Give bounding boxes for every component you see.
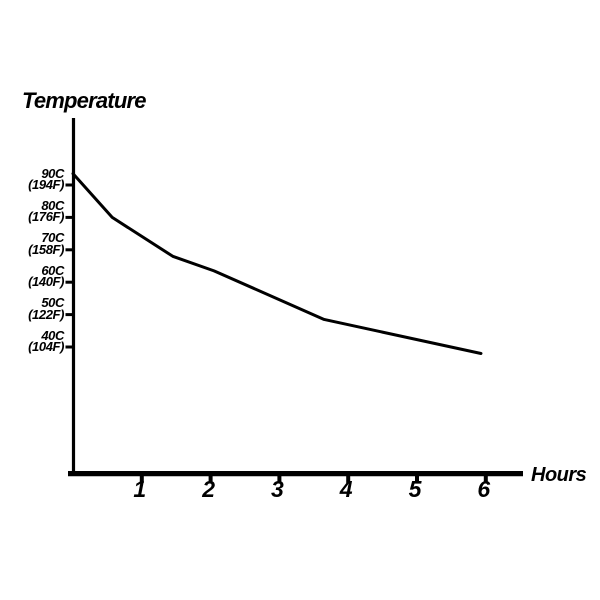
x-axis-title: Hours — [531, 464, 587, 486]
y-tick-label: 70C (158F) — [28, 230, 64, 257]
x-tick-label: 4 — [339, 476, 353, 502]
y-tick-label-celsius: 60C — [41, 262, 64, 278]
y-axis-title: Temperature — [22, 88, 146, 113]
y-tick-label-fahrenheit: (104F) — [28, 339, 64, 354]
y-tick-label-celsius: 90C — [41, 165, 64, 181]
y-tick-label: 40C (104F) — [28, 327, 64, 354]
y-tick-label-celsius: 80C — [41, 197, 64, 213]
x-tick-label: 5 — [408, 476, 422, 502]
y-tick-label-celsius: 50C — [41, 295, 64, 311]
y-tick-label-celsius: 70C — [41, 230, 64, 246]
y-tick-label: 60C (140F) — [28, 262, 64, 290]
x-tick-label: 2 — [202, 476, 215, 502]
y-tick-label-fahrenheit: (176F) — [28, 209, 64, 225]
y-tick-label-celsius: 40C — [41, 327, 64, 343]
x-tick-label: 6 — [477, 476, 491, 502]
cooling-curve-line — [71, 172, 483, 355]
y-tick-label-fahrenheit: (140F) — [28, 274, 64, 290]
y-tick-label-fahrenheit: (158F) — [28, 241, 64, 257]
y-tick-label: 50C (122F) — [28, 295, 64, 322]
y-tick-label-fahrenheit: (122F) — [28, 306, 64, 322]
y-tick-label: 90C (194F) — [28, 165, 64, 192]
y-tick-label: 80C (176F) — [28, 197, 64, 225]
x-tick-label: 1 — [133, 476, 147, 502]
y-tick-label-fahrenheit: (194F) — [28, 177, 64, 192]
x-tick-label: 3 — [270, 476, 284, 502]
